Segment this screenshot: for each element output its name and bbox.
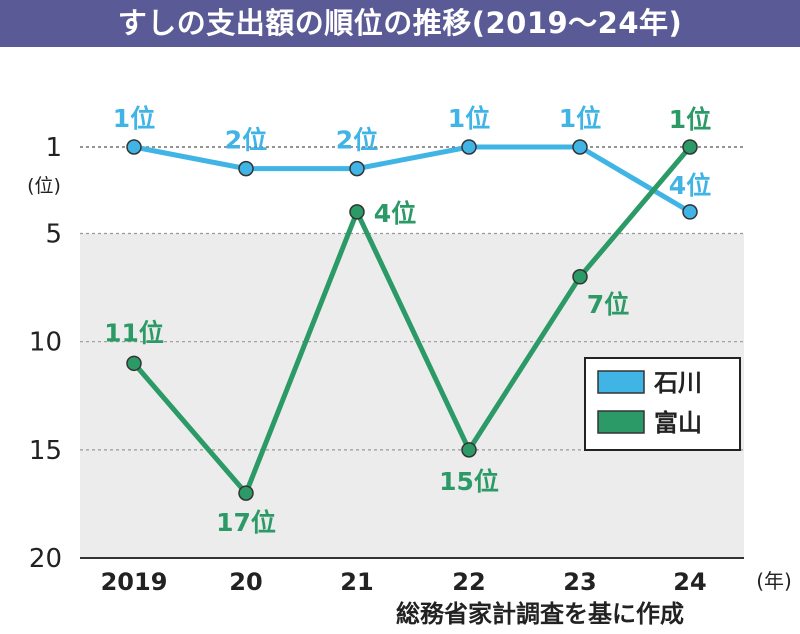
data-label: 15位 bbox=[439, 467, 499, 496]
data-point bbox=[349, 160, 365, 177]
data-point bbox=[349, 204, 365, 220]
x-tick-label: 21 bbox=[340, 568, 373, 596]
x-axis-unit: (年) bbox=[756, 569, 792, 593]
source-note: 総務省家計調査を基に作成 bbox=[396, 600, 684, 628]
data-label: 2位 bbox=[225, 126, 267, 155]
data-label: 2位 bbox=[336, 126, 378, 155]
data-point bbox=[126, 355, 142, 372]
x-tick-label: 22 bbox=[452, 568, 485, 596]
y-tick-label: 5 bbox=[45, 220, 62, 250]
series-line-ishikawa bbox=[131, 144, 693, 215]
chart-title: すしの支出額の順位の推移(2019〜24年) bbox=[0, 0, 800, 47]
y-tick-label: 10 bbox=[29, 328, 62, 358]
x-tick-label: 20 bbox=[229, 568, 262, 596]
legend-swatch bbox=[597, 410, 645, 434]
data-point bbox=[682, 139, 698, 155]
data-point bbox=[126, 139, 142, 155]
data-label: 1位 bbox=[669, 105, 711, 134]
data-point bbox=[461, 139, 477, 155]
series-line-toyama bbox=[131, 144, 693, 496]
data-label: 1位 bbox=[113, 104, 155, 133]
data-point bbox=[238, 485, 254, 501]
legend-label: 富山 bbox=[654, 409, 702, 437]
y-tick-label: 20 bbox=[29, 544, 62, 574]
data-point bbox=[461, 442, 477, 458]
x-tick-label: 2019 bbox=[101, 568, 168, 596]
data-label: 17位 bbox=[216, 508, 276, 537]
data-label: 1位 bbox=[448, 104, 490, 133]
data-label: 4位 bbox=[669, 171, 711, 200]
y-tick-label: 1 bbox=[45, 133, 62, 163]
data-label: 1位 bbox=[559, 104, 601, 133]
y-tick-label: 15 bbox=[29, 436, 62, 466]
data-point bbox=[238, 160, 254, 177]
x-tick-label: 24 bbox=[673, 568, 706, 596]
x-tick-label: 23 bbox=[563, 568, 596, 596]
data-point bbox=[682, 204, 698, 220]
data-point bbox=[572, 269, 588, 285]
y-axis-unit: (位) bbox=[27, 175, 61, 197]
legend-swatch bbox=[597, 370, 645, 394]
legend-label: 石川 bbox=[653, 369, 702, 397]
data-point bbox=[572, 139, 588, 155]
data-label: 7位 bbox=[587, 290, 629, 319]
data-label: 11位 bbox=[104, 318, 164, 347]
data-label: 4位 bbox=[374, 199, 416, 228]
